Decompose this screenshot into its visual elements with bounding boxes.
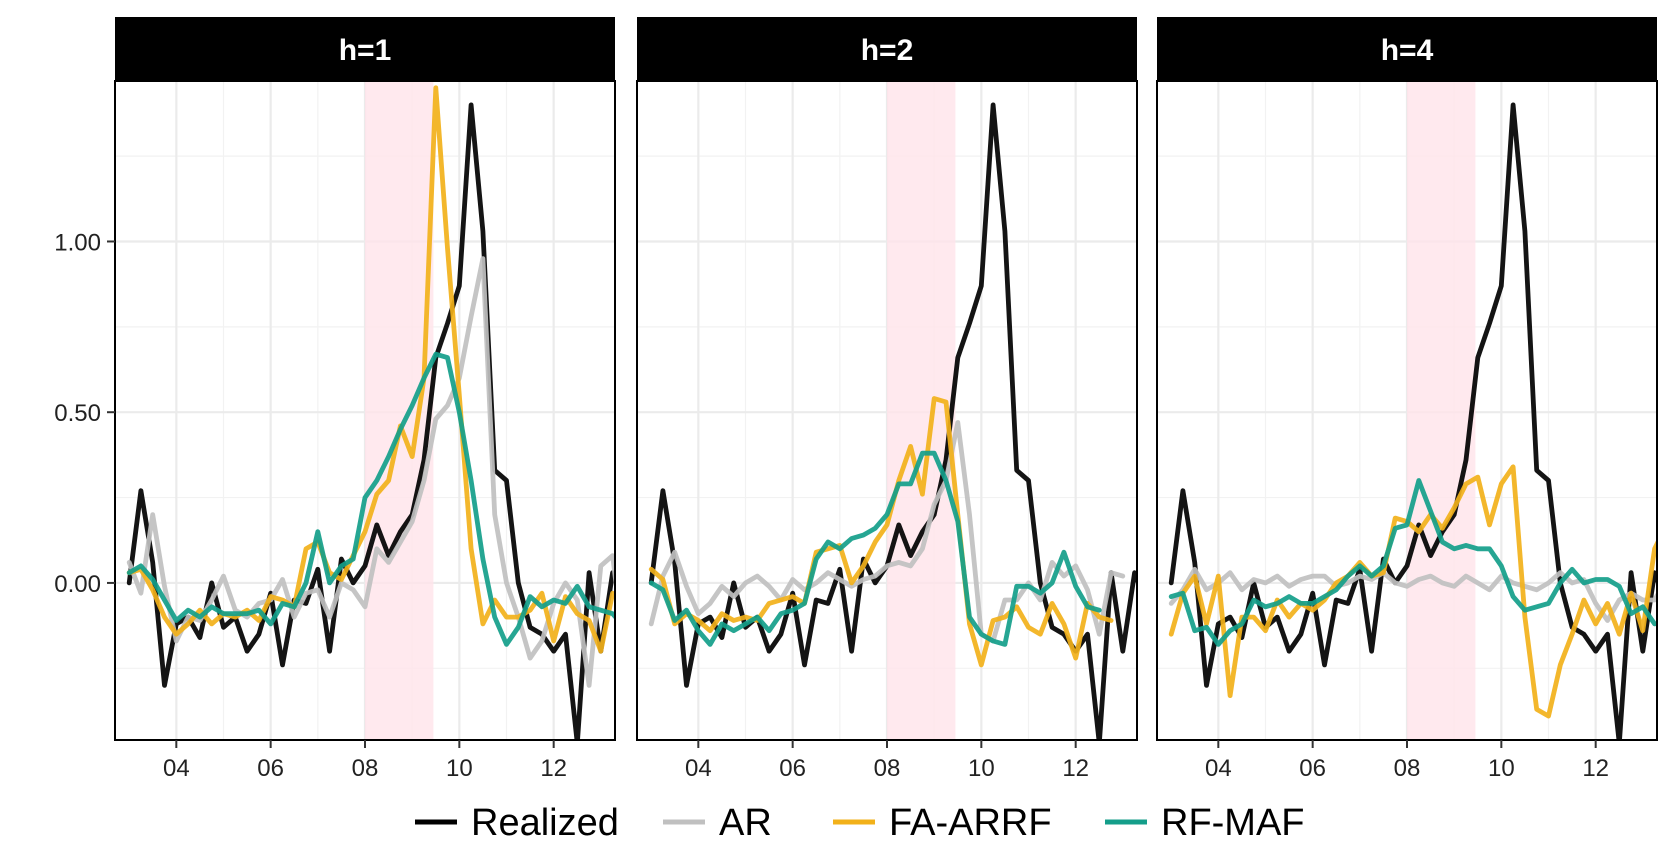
x-tick-label: 06 (779, 755, 806, 782)
x-tick-label: 10 (968, 755, 995, 782)
panel-h-2: h=2 04 06 08 10 12 (636, 17, 1138, 782)
y-tick-label: 0.00 (54, 571, 101, 598)
recession-shading (887, 81, 956, 740)
x-tick-label: 12 (1582, 755, 1609, 782)
x-tick-label: 12 (540, 755, 567, 782)
x-tick-label: 08 (874, 755, 901, 782)
facet-strip (1157, 17, 1657, 81)
x-tick-label: 04 (163, 755, 190, 782)
facet-strip (637, 17, 1137, 81)
series-fa-arrf (648, 396, 1114, 668)
y-tick-label: 1.00 (54, 229, 101, 256)
series-lines (126, 85, 615, 740)
legend-item-rf-maf: RF-MAF (1105, 802, 1305, 844)
x-tick-label: 10 (1488, 755, 1515, 782)
recession-shading (365, 81, 434, 740)
legend-item-ar: AR (663, 802, 772, 844)
series-rf-maf (648, 450, 1102, 647)
legend-label: AR (719, 802, 772, 844)
x-tick-label: 06 (257, 755, 284, 782)
panels-layer: h=104 06 08 10 120.000.501.00h=204 06 08 10 12h=… (54, 17, 1658, 782)
legend-label: FA-ARRF (889, 802, 1052, 844)
panel-h-1: h=1 04 06 08 10 12 0.00 0.50 1.00 (54, 17, 616, 782)
legend: Realized AR FA-ARRF RF-MAF (415, 802, 1305, 844)
legend-item-fa-arrf: FA-ARRF (833, 802, 1052, 844)
facet-label: h=2 (861, 34, 914, 67)
facet-label: h=4 (1381, 34, 1434, 67)
x-tick-label: 08 (352, 755, 379, 782)
series-rf-maf (126, 351, 615, 647)
series-realized (126, 102, 615, 740)
x-tick-label: 10 (446, 755, 473, 782)
panel-h-4: h=4 04 06 08 10 12 (1156, 17, 1658, 782)
x-tick-label: 12 (1062, 755, 1089, 782)
legend-item-realized: Realized (415, 802, 619, 844)
facet-label: h=1 (339, 34, 392, 67)
recession-shading (1407, 81, 1476, 740)
legend-label: Realized (471, 802, 619, 844)
y-tick-label: 0.50 (54, 400, 101, 427)
series-fa-arrf (1168, 464, 1657, 719)
series-ar (126, 256, 615, 688)
x-tick-label: 08 (1394, 755, 1421, 782)
series-rf-maf (1168, 478, 1657, 647)
series-fa-arrf (126, 85, 615, 654)
legend-label: RF-MAF (1161, 802, 1305, 844)
x-tick-label: 06 (1299, 755, 1326, 782)
series-lines (648, 102, 1137, 740)
series-lines (1168, 102, 1657, 740)
facet-strip (115, 17, 615, 81)
x-tick-label: 04 (685, 755, 712, 782)
x-tick-label: 04 (1205, 755, 1232, 782)
